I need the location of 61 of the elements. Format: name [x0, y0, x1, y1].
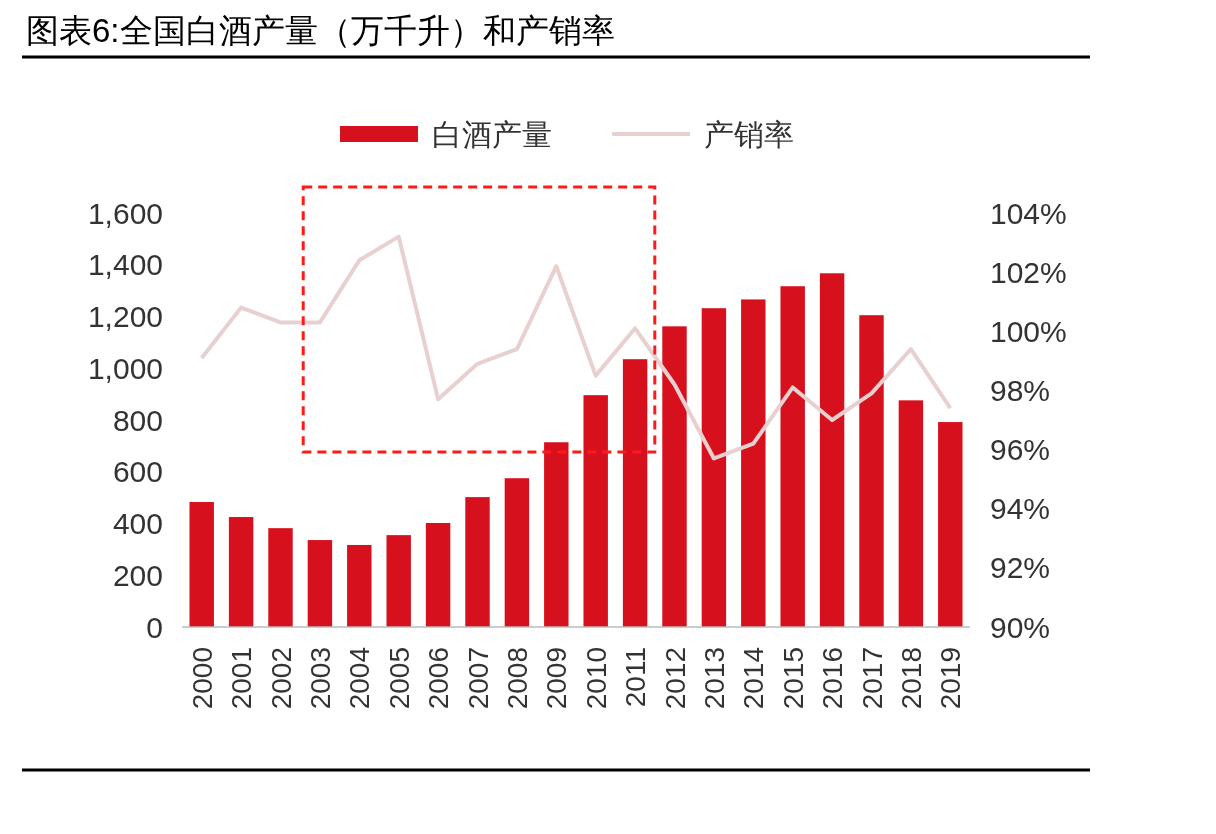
- x-tick-label: 2002: [265, 647, 297, 710]
- x-tick-label: 2009: [541, 647, 573, 710]
- bar: [504, 478, 530, 627]
- x-tick-label: 2013: [698, 647, 730, 710]
- y2-tick-label: 96%: [990, 433, 1051, 467]
- x-tick-label: 2015: [777, 647, 809, 710]
- bar: [347, 544, 372, 627]
- x-tick-label: 2010: [580, 647, 612, 710]
- y2-tick-label: 98%: [990, 373, 1051, 407]
- x-tick-label: 2000: [186, 647, 218, 710]
- x-tick-label: 2005: [383, 647, 415, 710]
- bar: [268, 528, 293, 627]
- legend-label: 白酒产量: [432, 117, 552, 151]
- bar: [425, 522, 451, 627]
- y-tick-label: 0: [146, 610, 163, 644]
- bar: [189, 502, 214, 627]
- x-tick-label: 2007: [462, 647, 494, 710]
- bar: [859, 315, 884, 627]
- legend-label: 产销率: [704, 117, 794, 151]
- bar: [819, 273, 845, 627]
- line-series: [199, 234, 953, 461]
- y2-tick-label: 104%: [990, 196, 1067, 230]
- bar: [938, 422, 963, 627]
- y2-tick-label: 94%: [990, 492, 1051, 526]
- bar: [622, 359, 648, 627]
- y2-tick-label: 102%: [990, 255, 1067, 289]
- y-tick-label: 200: [112, 558, 163, 592]
- x-tick-label: 2001: [226, 647, 258, 710]
- bar: [465, 497, 490, 627]
- x-tick-label: 2019: [935, 647, 967, 710]
- bar: [228, 517, 254, 627]
- x-tick-label: 2011: [620, 647, 652, 708]
- bar: [898, 400, 924, 627]
- y2-tick-label: 92%: [990, 551, 1051, 585]
- x-tick-label: 2003: [304, 647, 336, 710]
- bar: [544, 442, 569, 627]
- x-tick-label: 2008: [501, 647, 533, 710]
- x-tick-label: 2017: [856, 647, 888, 710]
- bar: [662, 326, 687, 627]
- bar: [307, 540, 333, 627]
- x-tick-label: 2014: [738, 647, 770, 710]
- y-tick-label: 1,600: [87, 196, 163, 230]
- chart-title: 图表6:全国白酒产量（万千升）和产销率: [26, 12, 615, 49]
- x-tick-label: 2018: [895, 647, 927, 710]
- y-tick-label: 400: [112, 507, 163, 540]
- x-tick-label: 2016: [817, 647, 849, 710]
- bar: [386, 535, 411, 627]
- bar: [583, 395, 608, 627]
- bar: [741, 299, 766, 627]
- x-tick-label: 2006: [423, 647, 455, 710]
- y-tick-label: 1,400: [87, 248, 163, 282]
- x-tick-label: 2004: [344, 647, 376, 710]
- bar: [780, 286, 805, 627]
- bar: [701, 308, 727, 627]
- x-tick-label: 2012: [659, 647, 691, 710]
- y-tick-label: 1,000: [87, 351, 163, 385]
- y-tick-label: 800: [112, 403, 163, 437]
- y-tick-label: 600: [112, 455, 163, 489]
- y2-tick-label: 90%: [990, 610, 1051, 644]
- y-tick-label: 1,200: [87, 300, 163, 333]
- y2-tick-label: 100%: [990, 314, 1067, 348]
